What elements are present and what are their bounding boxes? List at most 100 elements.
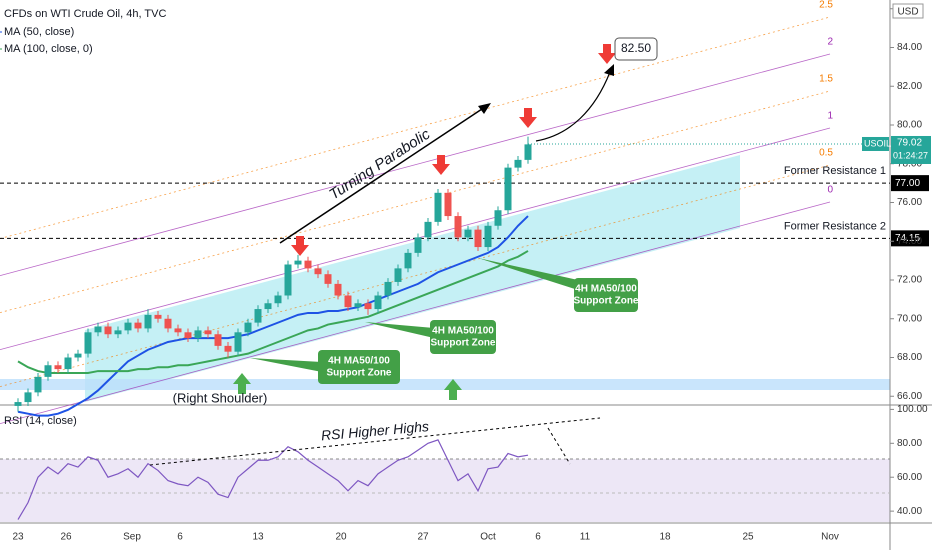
callouts: 4H MA50/100 Support Zone 4H MA50/100 Sup… — [250, 258, 639, 384]
y-tick-label: 84.00 — [897, 42, 922, 53]
fib-line — [0, 201, 831, 424]
x-tick-label: Nov — [821, 532, 839, 543]
candle-body — [464, 229, 472, 238]
y-tick-label: 60.00 — [897, 472, 922, 483]
callout-text: 4H MA50/100 — [575, 284, 637, 295]
level-name: Former Resistance 2 — [784, 220, 886, 232]
legend-entry: MA (50, close) — [4, 26, 74, 38]
x-tick-label: 11 — [580, 532, 591, 543]
candle-body — [444, 192, 452, 217]
callout-text: Support Zone — [327, 368, 392, 379]
chart-title: CFDs on WTI Crude Oil, 4h, TVC — [4, 8, 166, 20]
y-tick-label: 80.00 — [897, 438, 922, 449]
candles — [14, 136, 532, 412]
red-arrow — [519, 108, 537, 128]
candle-body — [454, 216, 462, 238]
rsi-title: RSI (14, close) — [4, 415, 77, 427]
candle-body — [294, 260, 302, 265]
rsi-band — [0, 459, 890, 522]
fib-group: 0 0.5 1 1.5 2 2.5 — [0, 0, 833, 424]
red-arrow — [291, 236, 309, 256]
currency: USD — [897, 7, 918, 18]
candle-body — [384, 281, 392, 296]
green-arrow — [233, 373, 251, 394]
candle-body — [374, 295, 382, 310]
channel — [85, 155, 740, 402]
fib-label: 0 — [827, 185, 833, 196]
candle-body — [474, 229, 482, 248]
fib-label: 1 — [827, 111, 833, 122]
rsi-arrow — [547, 427, 571, 465]
candle-body — [84, 332, 92, 354]
trend-arrow — [279, 106, 486, 244]
last-price-label: 79.02 — [897, 138, 922, 149]
candle-body — [184, 332, 192, 339]
fib-line — [0, 53, 831, 276]
candle-body — [104, 326, 112, 335]
arrow-head — [478, 103, 491, 114]
y-tick-label: 40.00 — [897, 506, 922, 517]
y-tick-label: 82.00 — [897, 81, 922, 92]
levels: Former Resistance 1 77.00 Former Resistanc… — [0, 165, 929, 247]
fib-line — [0, 164, 831, 387]
candle-body — [144, 314, 152, 329]
candle-body — [484, 225, 492, 248]
fib-label: 2 — [827, 37, 833, 48]
candle-body — [524, 144, 532, 160]
curved-arrow — [535, 71, 611, 142]
candle-body — [194, 330, 202, 339]
target-box — [614, 37, 658, 61]
candle-body — [94, 326, 102, 333]
callout-text: 4H MA50/100 — [328, 356, 390, 367]
candle-body — [264, 303, 272, 310]
candle-body — [504, 167, 512, 211]
legend-entry: MA (100, close, 0) — [4, 43, 93, 55]
y-tick-label: 80.00 — [897, 120, 922, 131]
candle-body — [364, 303, 372, 310]
fib-label: 2.5 — [819, 0, 833, 11]
green-arrows — [233, 373, 462, 400]
level-label: 74.15 — [895, 233, 920, 244]
candle-body — [284, 264, 292, 296]
last-price-box — [891, 135, 931, 164]
x-tick-label: 23 — [12, 532, 24, 543]
shoulder-label: (Right Shoulder) — [173, 390, 268, 405]
symbol-label: USOIL — [864, 138, 891, 148]
candle-body — [244, 322, 252, 333]
candle-body — [44, 365, 52, 377]
candle-body — [114, 330, 122, 335]
candle-body — [304, 260, 312, 269]
currency-box — [892, 3, 924, 19]
callout-text: Support Zone — [431, 338, 496, 349]
arrow-head — [604, 64, 614, 76]
candle-body — [204, 330, 212, 335]
candle-body — [64, 357, 72, 370]
y-tick-label: 70.00 — [897, 313, 922, 324]
x-tick-label: 18 — [659, 532, 671, 543]
red-arrow — [598, 44, 616, 64]
x-tick-label: 20 — [335, 532, 347, 543]
y-tick-label: 68.00 — [897, 352, 922, 363]
fib-label: 0.5 — [819, 148, 833, 159]
callout-text: Support Zone — [574, 296, 639, 307]
symbol-box — [862, 136, 889, 151]
candle-body — [314, 268, 322, 275]
axes: 66.0068.0070.0072.0074.0076.0078.0080.00… — [12, 3, 931, 543]
level-box — [891, 175, 929, 192]
fib-label: 1.5 — [819, 74, 833, 85]
callout-pointer — [250, 358, 322, 372]
candle-body — [274, 295, 282, 304]
y-tick-label: 100.00 — [897, 404, 928, 415]
rsi — [17, 439, 529, 520]
candle-body — [334, 283, 342, 296]
x-tick-label: 6 — [535, 532, 541, 543]
candle-body — [324, 274, 332, 284]
y-tick-label: 66.00 — [897, 391, 922, 402]
x-tick-label: 27 — [417, 532, 429, 543]
y-tick-label: 72.00 — [897, 275, 922, 286]
support-band — [0, 379, 890, 390]
level-label: 77.00 — [895, 178, 920, 189]
candle-body — [14, 402, 22, 406]
candle-body — [434, 192, 442, 222]
target-label: 82.50 — [621, 41, 651, 55]
